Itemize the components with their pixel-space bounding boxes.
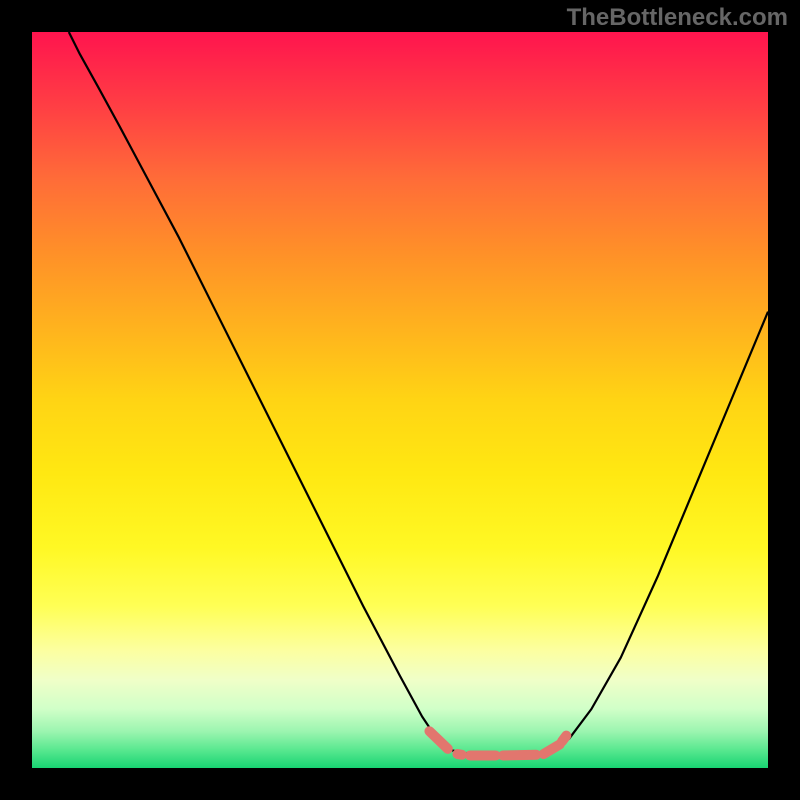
watermark-text: TheBottleneck.com <box>567 4 788 32</box>
chart-svg <box>32 32 768 768</box>
chart-container: TheBottleneck.com <box>0 0 800 800</box>
overlay-segment <box>457 754 461 755</box>
gradient-bg <box>32 32 768 768</box>
overlay-segment <box>503 755 536 756</box>
plot-area <box>32 32 768 768</box>
overlay-segment <box>562 736 566 742</box>
